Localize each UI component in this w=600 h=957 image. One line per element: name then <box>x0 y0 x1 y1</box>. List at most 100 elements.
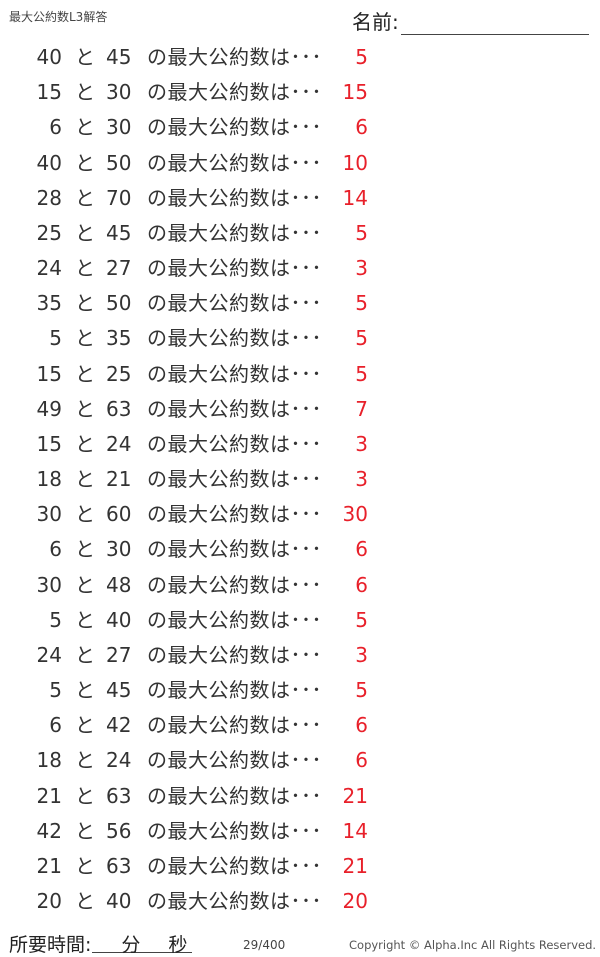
connector: と <box>75 572 95 597</box>
first-number: 30 <box>36 572 62 597</box>
first-number: 18 <box>36 748 62 773</box>
second-number: 27 <box>106 256 132 281</box>
question-text: の最大公約数は･･･ <box>147 642 322 667</box>
connector: と <box>75 361 95 386</box>
problem-row: 5 と 35 の最大公約数は･･･ 5 <box>0 323 600 353</box>
second-number: 42 <box>106 713 132 738</box>
second-number: 60 <box>106 502 132 527</box>
first-number: 15 <box>36 431 62 456</box>
answer: 3 <box>355 256 368 281</box>
second-number: 25 <box>106 361 132 386</box>
worksheet-title: 最大公約数L3解答 <box>9 10 108 24</box>
first-number: 49 <box>36 396 62 421</box>
first-number: 25 <box>36 220 62 245</box>
problem-row: 5 と 40 の最大公約数は･･･ 5 <box>0 605 600 635</box>
connector: と <box>75 537 95 562</box>
connector: と <box>75 783 95 808</box>
problem-row: 5 と 45 の最大公約数は･･･ 5 <box>0 675 600 705</box>
first-number: 18 <box>36 467 62 492</box>
question-text: の最大公約数は･･･ <box>147 115 322 140</box>
first-number: 40 <box>36 45 62 69</box>
first-number: 5 <box>49 678 62 703</box>
answer: 5 <box>355 291 368 316</box>
seconds-label: 秒 <box>168 934 188 956</box>
question-text: の最大公約数は･･･ <box>147 80 322 105</box>
first-number: 6 <box>49 537 62 562</box>
question-text: の最大公約数は･･･ <box>147 326 322 351</box>
second-number: 24 <box>106 748 132 773</box>
connector: と <box>75 642 95 667</box>
answer: 21 <box>342 783 368 808</box>
problem-row: 35 と 50 の最大公約数は･･･ 5 <box>0 288 600 318</box>
first-number: 6 <box>49 115 62 140</box>
copyright: Copyright © Alpha.Inc All Rights Reserve… <box>349 938 597 952</box>
second-number: 30 <box>106 115 132 140</box>
second-number: 50 <box>106 150 132 175</box>
connector: と <box>75 150 95 175</box>
answer: 30 <box>342 502 368 527</box>
first-number: 40 <box>36 150 62 175</box>
connector: と <box>75 818 95 843</box>
first-number: 28 <box>36 185 62 210</box>
answer: 5 <box>355 678 368 703</box>
question-text: の最大公約数は･･･ <box>147 256 322 281</box>
question-text: の最大公約数は･･･ <box>147 572 322 597</box>
connector: と <box>75 291 95 316</box>
problem-row: 21 と 63 の最大公約数は･･･ 21 <box>0 781 600 811</box>
problem-row: 42 と 56 の最大公約数は･･･ 14 <box>0 816 600 846</box>
first-number: 35 <box>36 291 62 316</box>
connector: と <box>75 185 95 210</box>
answer: 5 <box>355 220 368 245</box>
second-number: 45 <box>106 45 132 69</box>
question-text: の最大公約数は･･･ <box>147 45 322 69</box>
minutes-label: 分 <box>121 934 141 956</box>
second-number: 27 <box>106 642 132 667</box>
question-text: の最大公約数は･･･ <box>147 889 322 914</box>
question-text: の最大公約数は･･･ <box>147 220 322 245</box>
question-text: の最大公約数は･･･ <box>147 361 322 386</box>
connector: と <box>75 326 95 351</box>
answer: 3 <box>355 642 368 667</box>
problem-row: 18 と 24 の最大公約数は･･･ 6 <box>0 745 600 775</box>
answer: 7 <box>355 396 368 421</box>
connector: と <box>75 431 95 456</box>
answer: 5 <box>355 326 368 351</box>
answer: 15 <box>342 80 368 105</box>
problem-row: 6 と 30 の最大公約数は･･･ 6 <box>0 534 600 564</box>
connector: と <box>75 467 95 492</box>
problem-row: 15 と 25 の最大公約数は･･･ 5 <box>0 359 600 389</box>
time-label: 所要時間: <box>9 934 92 956</box>
question-text: の最大公約数は･･･ <box>147 537 322 562</box>
second-number: 24 <box>106 431 132 456</box>
answer: 14 <box>342 818 368 843</box>
problem-row: 40 と 45 の最大公約数は･･･ 5 <box>0 42 600 72</box>
answer: 6 <box>355 572 368 597</box>
second-number: 63 <box>106 396 132 421</box>
problem-row: 25 と 45 の最大公約数は･･･ 5 <box>0 218 600 248</box>
problem-row: 28 と 70 の最大公約数は･･･ 14 <box>0 183 600 213</box>
answer: 6 <box>355 713 368 738</box>
first-number: 21 <box>36 853 62 878</box>
connector: と <box>75 256 95 281</box>
answer: 21 <box>342 853 368 878</box>
name-label: 名前: <box>352 10 399 34</box>
problem-row: 20 と 40 の最大公約数は･･･ 20 <box>0 886 600 916</box>
question-text: の最大公約数は･･･ <box>147 607 322 632</box>
connector: と <box>75 607 95 632</box>
problem-row: 24 と 27 の最大公約数は･･･ 3 <box>0 640 600 670</box>
second-number: 63 <box>106 853 132 878</box>
second-number: 45 <box>106 220 132 245</box>
connector: と <box>75 220 95 245</box>
problem-row: 18 と 21 の最大公約数は･･･ 3 <box>0 464 600 494</box>
answer: 5 <box>355 361 368 386</box>
problem-row: 6 と 42 の最大公約数は･･･ 6 <box>0 710 600 740</box>
first-number: 15 <box>36 80 62 105</box>
question-text: の最大公約数は･･･ <box>147 502 322 527</box>
second-number: 50 <box>106 291 132 316</box>
second-number: 40 <box>106 607 132 632</box>
question-text: の最大公約数は･･･ <box>147 431 322 456</box>
answer: 3 <box>355 431 368 456</box>
question-text: の最大公約数は･･･ <box>147 678 322 703</box>
connector: と <box>75 80 95 105</box>
